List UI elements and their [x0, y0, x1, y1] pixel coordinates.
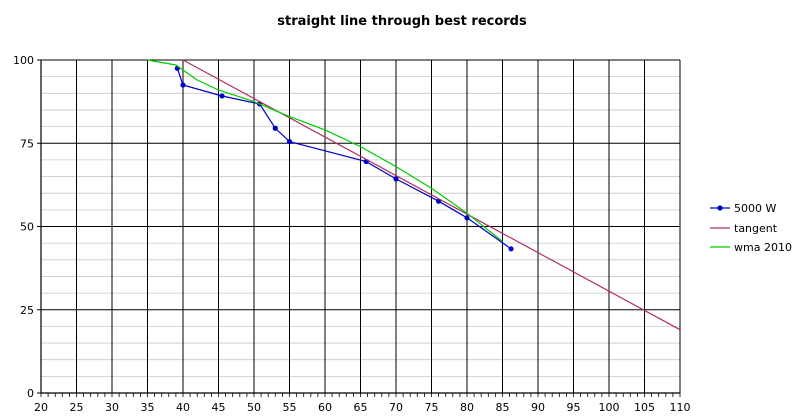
x-tick-label: 40 [176, 401, 190, 414]
y-tick-label: 0 [27, 387, 34, 400]
y-tick-label: 50 [20, 221, 34, 234]
legend-label-5000-w: 5000 W [734, 202, 776, 215]
data-point-5000-w [393, 176, 399, 182]
x-tick-label: 85 [496, 401, 510, 414]
series-layer [147, 59, 681, 331]
chart-title: straight line through best records [277, 14, 527, 29]
x-tick-label: 50 [247, 401, 261, 414]
y-tick-label: 25 [20, 304, 34, 317]
x-tick-label: 105 [634, 401, 655, 414]
legend: 5000 W tangent wma 2010 [710, 202, 792, 254]
x-tick-label: 20 [34, 401, 48, 414]
x-tick-label: 60 [318, 401, 332, 414]
legend-label-wma-2010: wma 2010 [734, 241, 792, 254]
y-axis-tick-labels: 0 25 50 75 100 [13, 54, 34, 400]
y-tick-label: 75 [20, 137, 34, 150]
x-tick-label: 65 [354, 401, 368, 414]
x-tick-label: 95 [567, 401, 581, 414]
legend-item-tangent: tangent [710, 222, 778, 235]
data-point-5000-w [508, 246, 514, 252]
x-tick-label: 25 [70, 401, 84, 414]
x-tick-label: 35 [141, 401, 155, 414]
y-tick-label: 100 [13, 54, 34, 67]
data-point-5000-w [286, 138, 293, 145]
x-tick-label: 55 [283, 401, 297, 414]
x-tick-label: 90 [531, 401, 545, 414]
legend-label-tangent: tangent [734, 222, 778, 235]
data-point-5000-w [180, 82, 186, 88]
series-line-wma-2010 [147, 59, 503, 242]
x-tick-label: 110 [670, 401, 691, 414]
x-tick-label: 30 [105, 401, 119, 414]
x-tick-label: 70 [389, 401, 403, 414]
legend-item-5000-w: 5000 W [710, 202, 776, 215]
data-point-5000-w [464, 215, 470, 221]
data-point-5000-w [219, 93, 225, 99]
x-tick-label: 75 [425, 401, 439, 414]
x-tick-label: 45 [212, 401, 226, 414]
legend-marker-5000-w [717, 205, 723, 211]
x-tick-label: 100 [599, 401, 620, 414]
data-point-5000-w [272, 125, 278, 131]
legend-item-wma-2010: wma 2010 [710, 241, 792, 254]
axes [37, 59, 681, 397]
x-tick-label: 80 [460, 401, 474, 414]
series-line-tangent [182, 59, 681, 331]
x-axis-tick-labels: 20 25 30 35 40 45 50 55 60 65 70 75 80 85 90 95 100 105 11… [34, 401, 691, 414]
